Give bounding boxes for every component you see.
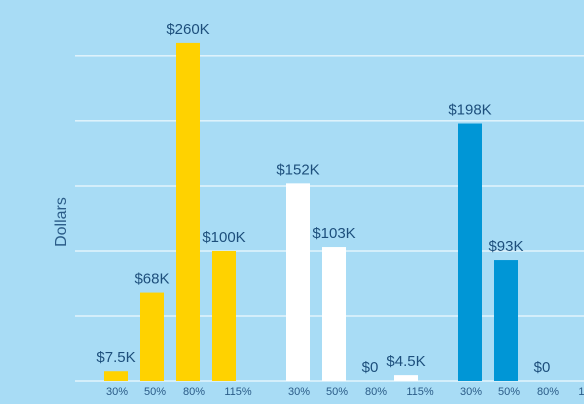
data-label: $93K — [488, 238, 523, 255]
bar — [494, 260, 518, 381]
x-tick-label: 50% — [498, 386, 520, 398]
data-label: $4.5K — [386, 353, 425, 370]
x-tick-label: 115% — [406, 386, 434, 398]
x-tick-label: 80% — [365, 386, 387, 398]
data-label: $260K — [166, 21, 209, 38]
x-tick-label: 30% — [288, 386, 310, 398]
bar — [394, 375, 418, 381]
x-tick-label: 30% — [460, 386, 482, 398]
data-label: $100K — [202, 229, 245, 246]
data-label: $152K — [276, 161, 319, 178]
bar — [140, 292, 164, 381]
data-label: $0 — [362, 359, 379, 376]
bar — [104, 371, 128, 381]
x-tick-label: 30% — [106, 386, 128, 398]
x-tick-label: 115% — [224, 386, 252, 398]
bar — [212, 250, 236, 381]
bar — [458, 123, 482, 381]
y-axis-label: Dollars — [53, 197, 70, 247]
bar — [176, 42, 200, 381]
data-label: $0 — [534, 359, 551, 376]
x-tick-label: 115% — [578, 386, 584, 398]
x-tick-label: 80% — [183, 386, 205, 398]
x-tick-label: 80% — [537, 386, 559, 398]
x-tick-label: 50% — [326, 386, 348, 398]
data-label: $7.5K — [96, 349, 135, 366]
data-label: $103K — [312, 225, 355, 242]
data-label: $198K — [448, 101, 491, 118]
bar — [286, 183, 310, 381]
bar — [322, 247, 346, 381]
x-tick-label: 50% — [144, 386, 166, 398]
data-label: $68K — [134, 271, 169, 288]
